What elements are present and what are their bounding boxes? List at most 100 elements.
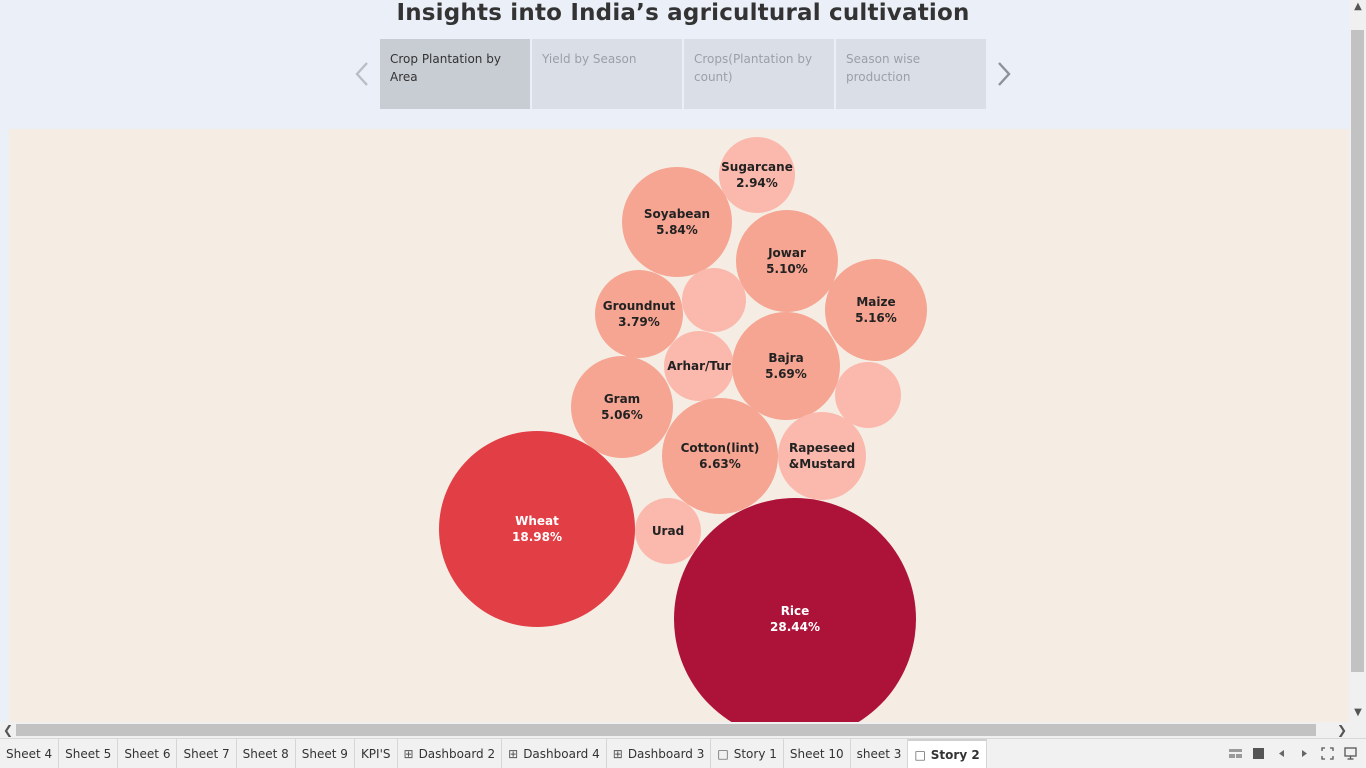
sheet-tab-label: Sheet 8: [242, 746, 289, 761]
sheet-tabs: Sheet 4 Sheet 5 Sheet 6 Sheet 7 Sheet 8 Sheet…: [0, 739, 987, 768]
sheet-tab-sheet-3[interactable]: sheet 3: [851, 739, 909, 768]
sheet-tab-story-2[interactable]: □ Story 2: [908, 739, 987, 768]
sheet-tab-sheet-6[interactable]: Sheet 6: [118, 739, 178, 768]
bubble-groundnut[interactable]: [595, 270, 683, 358]
sheet-tab-label: Sheet 4: [6, 746, 53, 761]
sheet-tab-story-1[interactable]: □ Story 1: [711, 739, 784, 768]
bubble-value-wheat: 18.98%: [512, 530, 562, 544]
bubble-label-urad: Urad: [652, 524, 684, 538]
sheet-tab-label: Sheet 6: [124, 746, 171, 761]
story-navigator: Crop Plantation by Area Yield by Season Cr…: [380, 39, 986, 109]
vertical-scrollbar[interactable]: ▲ ▼: [1350, 0, 1366, 722]
story-icon: □: [717, 746, 729, 761]
sheet-tab-dashboard-2[interactable]: ⊞ Dashboard 2: [398, 739, 503, 768]
dashboard-icon: ⊞: [403, 746, 414, 761]
story-point-3[interactable]: Crops(Plantation by count): [684, 39, 834, 109]
bubble-label-arhar-tur: Arhar/Tur: [667, 359, 731, 373]
bubble-unlabeled-8[interactable]: [835, 362, 901, 428]
bubble-maize[interactable]: [825, 259, 927, 361]
sheet-tab-label: Sheet 9: [301, 746, 348, 761]
story-point-2[interactable]: Yield by Season: [532, 39, 682, 109]
bubble-label-wheat: Wheat: [515, 514, 559, 528]
bubble-value-cotton-lint: 6.63%: [699, 457, 741, 471]
next-sheet-icon[interactable]: [1297, 746, 1312, 761]
show-sheet-sorter-icon[interactable]: [1228, 746, 1243, 761]
chevron-left-icon: [355, 62, 368, 86]
bubble-cotton-lint[interactable]: [662, 398, 778, 514]
bubble-label-groundnut: Groundnut: [603, 299, 676, 313]
sheet-tab-label: sheet 3: [856, 746, 902, 761]
show-filmstrip-icon[interactable]: [1251, 746, 1266, 761]
bubble-value-sugarcane: 2.94%: [736, 176, 778, 190]
bubble-arhar-tur[interactable]: [664, 331, 734, 401]
scroll-left-icon[interactable]: ❮: [2, 723, 14, 737]
bubble-soyabean[interactable]: [622, 167, 732, 277]
bubble-value-bajra: 5.69%: [765, 367, 807, 381]
sheet-tab-sheet-8[interactable]: Sheet 8: [237, 739, 296, 768]
scroll-right-icon[interactable]: ❯: [1336, 723, 1348, 737]
sheet-tab-label: Sheet 10: [789, 746, 844, 761]
scroll-down-icon[interactable]: ▼: [1354, 707, 1362, 718]
bubble-value-groundnut: 3.79%: [618, 315, 660, 329]
chevron-right-icon: [998, 62, 1011, 86]
dashboard-icon: ⊞: [508, 746, 519, 761]
previous-sheet-icon[interactable]: [1274, 746, 1289, 761]
fit-to-window-icon[interactable]: [1320, 746, 1335, 761]
scrollbar-corner: [1350, 722, 1366, 738]
presentation-mode-icon[interactable]: [1343, 746, 1358, 761]
sheet-tab-label: Dashboard 4: [523, 746, 600, 761]
tab-bar-tools: [1228, 739, 1358, 768]
bubble-value-jowar: 5.10%: [766, 262, 808, 276]
bubble-urad[interactable]: [635, 498, 701, 564]
bubble-label-cotton-lint: Cotton(lint): [681, 441, 760, 455]
bubble-label-bajra: Bajra: [768, 351, 803, 365]
vertical-scroll-thumb[interactable]: [1351, 30, 1364, 672]
bubble-chart-svg: Sugarcane 2.94% Soyabean 5.84% Jowar 5.10% Mai…: [439, 137, 927, 722]
sheet-tab-label: Sheet 7: [183, 746, 230, 761]
bubble-sugarcane[interactable]: [719, 137, 795, 213]
story-point-1[interactable]: Crop Plantation by Area: [380, 39, 530, 109]
sheet-tab-label: Sheet 5: [65, 746, 112, 761]
story-icon: □: [914, 747, 926, 762]
sheet-tab-sheet-5[interactable]: Sheet 5: [59, 739, 119, 768]
sheet-tab-kpi-s[interactable]: KPI'S: [355, 739, 398, 768]
horizontal-scrollbar[interactable]: ❮ ❯: [0, 722, 1350, 738]
story-title: Insights into India’s agricultural culti…: [396, 0, 970, 26]
bubble-bajra[interactable]: [732, 312, 840, 420]
sheet-tab-sheet-7[interactable]: Sheet 7: [177, 739, 237, 768]
horizontal-scroll-thumb[interactable]: [16, 724, 1316, 736]
bubble-jowar[interactable]: [736, 210, 838, 312]
previous-story-point-button[interactable]: [350, 58, 374, 90]
bubble-label-gram: Gram: [604, 392, 640, 406]
bubble-label-maize: Maize: [856, 295, 895, 309]
bubble-rice[interactable]: [674, 498, 916, 722]
crop-area-bubble-chart: Sugarcane 2.94% Soyabean 5.84% Jowar 5.10% Mai…: [9, 129, 1349, 722]
sheet-tab-sheet-9[interactable]: Sheet 9: [296, 739, 355, 768]
story-point-4[interactable]: Season wise production: [836, 39, 986, 109]
sheet-tab-bar: Sheet 4 Sheet 5 Sheet 6 Sheet 7 Sheet 8 Sheet…: [0, 738, 1366, 768]
bubble-label-rice: Rice: [781, 604, 810, 618]
next-story-point-button[interactable]: [992, 58, 1016, 90]
sheet-tab-label: Dashboard 2: [418, 746, 496, 761]
sheet-tab-label: Dashboard 3: [627, 746, 705, 761]
sheet-tab-dashboard-3[interactable]: ⊞ Dashboard 3: [607, 739, 712, 768]
bubble-value-maize: 5.16%: [855, 311, 897, 325]
bubble-label-rapeseed-mustard: Rapeseed &Mustard: [789, 441, 855, 471]
sheet-tab-dashboard-4[interactable]: ⊞ Dashboard 4: [502, 739, 607, 768]
bubble-gram[interactable]: [571, 356, 673, 458]
sheet-tab-sheet-10[interactable]: Sheet 10: [784, 739, 851, 768]
bubble-value-gram: 5.06%: [601, 408, 643, 422]
sheet-tab-label: Story 1: [733, 746, 777, 761]
bubble-unlabeled-3[interactable]: [682, 268, 746, 332]
sheet-tab-label: KPI'S: [360, 746, 391, 761]
bubble-rapeseed-mustard[interactable]: [778, 412, 866, 500]
sheet-tab-label: Story 2: [930, 747, 980, 762]
bubble-value-rice: 28.44%: [770, 620, 820, 634]
bubble-wheat[interactable]: [439, 431, 635, 627]
sheet-tab-sheet-4[interactable]: Sheet 4: [0, 739, 60, 768]
bubble-label-sugarcane: Sugarcane: [721, 160, 793, 174]
scroll-up-icon[interactable]: ▲: [1354, 1, 1362, 12]
bubble-label-jowar: Jowar: [767, 246, 806, 260]
bubble-label-soyabean: Soyabean: [644, 207, 710, 221]
